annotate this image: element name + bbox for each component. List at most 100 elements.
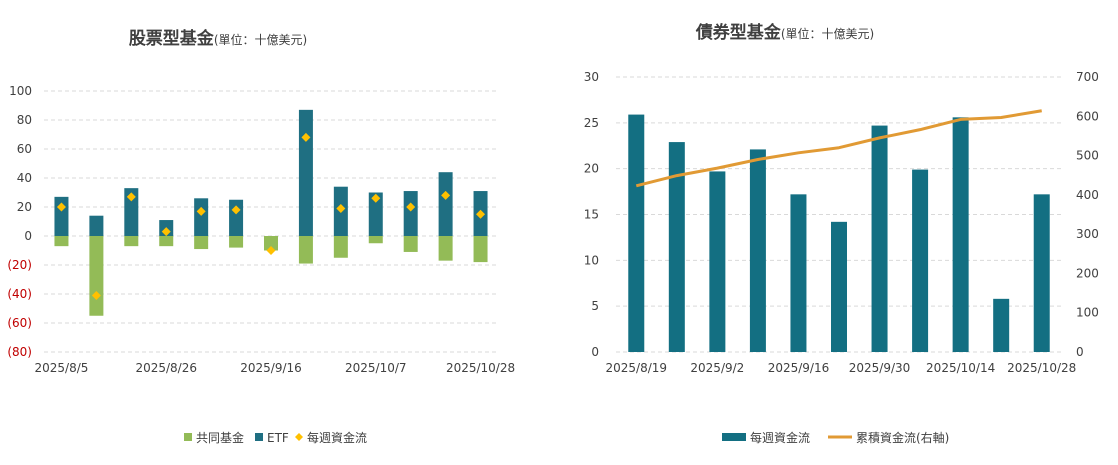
weekly-flow-marker [231,205,241,215]
weekly-flow-marker [196,206,206,216]
legend-swatch-etf [255,433,263,441]
equity-y-tick-label: (40) [7,287,32,301]
equity-y-tick-label: (20) [7,258,32,272]
equity-chart-title: 股票型基金(單位：十億美元) [129,28,307,49]
equity-x-tick-label: 2025/8/5 [35,361,89,375]
bond-y-tick-label: 0 [591,345,599,359]
mutual-fund-bar [229,236,244,248]
mutual-fund-bar [54,236,69,247]
bond-x-tick-label: 2025/9/16 [768,361,830,375]
cumulative-flow-line [635,109,1042,188]
mutual-fund-bar [473,236,488,263]
legend-label-mutual: 共同基金 [196,430,244,445]
legend-label-etf: ETF [267,431,289,445]
bond-weekly-bar [871,125,888,352]
etf-bar [194,198,209,236]
bond-y2-tick-label: 700 [1076,70,1099,84]
weekly-flow-marker [441,190,451,200]
bond-y-tick-label: 5 [591,299,599,313]
bond-y2-tick-label: 400 [1076,188,1099,202]
equity-y-tick-label: 100 [9,84,32,98]
equity-y-tick-label: (80) [7,345,32,359]
weekly-flow-marker [406,202,416,212]
etf-bar [229,199,244,236]
weekly-flow-marker [336,203,346,213]
mutual-fund-bar [298,236,313,264]
mutual-fund-bar [333,236,348,258]
weekly-flow-marker [476,209,486,219]
weekly-flow-marker [91,290,101,300]
equity-y-tick-label: 0 [24,229,32,243]
etf-bar [403,191,418,236]
weekly-flow-marker [301,132,311,142]
bond-weekly-bar [668,142,685,352]
weekly-flow-marker [266,246,276,255]
bond-y-tick-label: 25 [584,116,599,130]
weekly-flow-marker [371,193,381,203]
bond-x-tick-label: 2025/10/14 [926,361,995,375]
equity-y-tick-label: 60 [17,142,32,156]
bond-weekly-bar [993,298,1010,352]
mutual-fund-bar [194,236,209,250]
bond-chart-title: 債券型基金(單位：十億美元) [695,22,874,43]
bond-x-tick-label: 2025/10/28 [1007,361,1076,375]
equity-title-unit: (單位：十億美元) [214,32,307,47]
weekly-flow-marker [56,202,66,212]
weekly-flow-marker [126,192,136,202]
etf-bar [368,192,383,236]
bond-y2-tick-label: 500 [1076,149,1099,163]
equity-x-tick-label: 2025/9/16 [240,361,302,375]
bond-weekly-bar [749,149,766,352]
bond-title-main: 債券型基金 [695,22,782,43]
bond-weekly-bar [831,221,847,352]
etf-bar [89,215,104,236]
bond-weekly-bar [952,117,969,352]
mutual-fund-bar [159,236,174,247]
etf-bar [438,172,453,236]
equity-fund-chart: 100 80 60 40 20 0 (20) (40) (60) (80)2025/8/5 2025… [7,84,515,375]
mutual-fund-bar [368,236,383,244]
equity-title-main: 股票型基金 [129,28,215,49]
bond-weekly-bar [628,114,645,352]
mutual-fund-bar [124,236,139,247]
bond-weekly-bar [1033,194,1050,352]
mutual-fund-bar [438,236,453,261]
bond-weekly-bar [912,169,929,352]
equity-y-tick-label: 80 [17,113,32,127]
mutual-fund-bar [264,236,278,251]
legend-swatch-mutual [184,433,192,441]
bond-y2-tick-label: 200 [1076,266,1099,280]
bond-title-unit: (單位：十億美元) [781,26,874,41]
equity-x-tick-label: 2025/10/28 [446,361,515,375]
legend-label-weekly: 每週資金流 [307,430,367,445]
equity-x-tick-label: 2025/10/7 [345,361,407,375]
bond-y2-tick-label: 300 [1076,227,1099,241]
bond-y-tick-label: 20 [584,162,599,176]
bond-weekly-bar [709,171,726,352]
equity-y-tick-label: 40 [17,171,32,185]
equity-x-tick-label: 2025/8/26 [135,361,197,375]
bond-y-tick-label: 15 [584,208,599,222]
legend-swatch-weekly [295,433,303,441]
legend-swatch-bond-weekly [722,433,746,441]
etf-bar [124,188,139,236]
bond-x-tick-label: 2025/9/30 [849,361,911,375]
etf-bar [298,109,313,236]
equity-y-tick-label: 20 [17,200,32,214]
weekly-flow-marker [161,227,171,237]
bond-y-tick-label: 30 [584,70,599,84]
bond-x-tick-label: 2025/8/19 [606,361,668,375]
equity-legend: 共同基金 ETF 每週資金流 [184,430,367,445]
bond-y-tick-label: 10 [584,253,599,267]
bond-y2-tick-label: 100 [1076,306,1099,320]
bond-legend: 每週資金流 累積資金流(右軸) [722,430,949,445]
mutual-fund-bar [403,236,418,252]
equity-y-tick-label: (60) [7,316,32,330]
legend-label-bond-weekly: 每週資金流 [750,430,810,445]
bond-y2-tick-label: 0 [1076,345,1084,359]
bond-fund-chart: 30 25 20 15 10 5 0 700 600 500 400 300 200 100 0 2025/8… [584,70,1099,375]
bond-weekly-bar [790,194,807,352]
bond-x-tick-label: 2025/9/2 [690,361,744,375]
legend-label-cumulative: 累積資金流(右軸) [856,430,949,445]
